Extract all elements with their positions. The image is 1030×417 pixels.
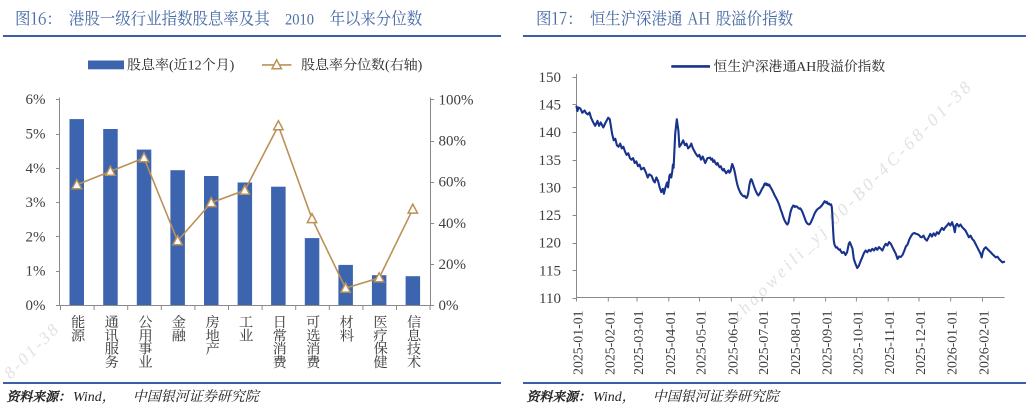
svg-text:2025-11-01: 2025-11-01 [882,310,897,374]
svg-text:2025-03-01: 2025-03-01 [631,310,646,374]
svg-text:术: 术 [407,354,421,371]
svg-text:费: 费 [306,355,320,371]
svg-text:通: 通 [104,315,119,331]
svg-text:115: 115 [539,263,561,279]
svg-text:可: 可 [306,315,320,331]
svg-text:110: 110 [539,291,561,307]
svg-text:业: 业 [138,354,152,371]
svg-text:金: 金 [172,314,186,331]
svg-text:产: 产 [205,341,219,358]
svg-text:2025-05-01: 2025-05-01 [694,310,709,374]
svg-text:130: 130 [539,180,562,196]
svg-text:0%: 0% [26,298,46,314]
svg-text:5%: 5% [26,127,46,143]
svg-text:股息率分位数(右轴): 股息率分位数(右轴) [301,58,423,74]
svg-text:6%: 6% [26,92,46,108]
svg-text:用: 用 [138,328,152,344]
svg-text:消: 消 [306,342,320,358]
svg-text:技: 技 [407,342,422,358]
svg-text:房: 房 [205,314,219,331]
svg-text:息: 息 [407,328,421,344]
svg-text:80%: 80% [439,134,467,150]
svg-text:股息率(近12个月): 股息率(近12个月) [127,58,235,74]
svg-text:2025-04-01: 2025-04-01 [663,310,678,374]
svg-text:100%: 100% [439,93,474,109]
svg-text:讯: 讯 [105,328,119,344]
svg-text:源: 源 [71,328,85,344]
svg-text:140: 140 [539,125,562,141]
svg-text:135: 135 [539,153,562,169]
svg-text:120: 120 [539,236,562,252]
svg-text:145: 145 [539,97,562,113]
svg-text:业: 业 [239,327,253,344]
svg-text:料: 料 [340,328,355,344]
svg-text:2025-01-01: 2025-01-01 [571,310,586,374]
svg-text:2026-01-01: 2026-01-01 [945,310,960,374]
svg-text:选: 选 [306,327,320,344]
svg-text:125: 125 [539,208,562,224]
svg-text:2025-02-01: 2025-02-01 [602,310,617,374]
svg-text:60%: 60% [439,175,467,191]
svg-text:3%: 3% [26,195,46,211]
svg-text:2025-07-01: 2025-07-01 [756,310,771,374]
svg-text:恒生沪深港通AH股溢价指数: 恒生沪深港通AH股溢价指数 [714,59,886,74]
svg-text:常: 常 [273,328,287,344]
svg-text:2025-08-01: 2025-08-01 [788,310,803,374]
svg-text:2026-02-01: 2026-02-01 [977,310,992,374]
svg-text:事: 事 [138,341,152,358]
svg-text:工: 工 [239,315,254,331]
svg-text:疗: 疗 [373,328,388,344]
svg-text:2%: 2% [26,229,46,245]
svg-text:2025-12-01: 2025-12-01 [913,310,928,374]
svg-text:医: 医 [373,315,387,331]
svg-text:保: 保 [373,342,387,358]
svg-text:1%: 1% [26,264,46,280]
svg-text:健: 健 [373,354,387,371]
svg-text:消: 消 [273,342,287,358]
svg-text:务: 务 [105,355,119,371]
svg-text:150: 150 [539,70,562,86]
svg-text:能: 能 [71,314,85,331]
svg-text:融: 融 [172,328,186,344]
svg-text:费: 费 [273,355,287,371]
svg-text:日: 日 [273,315,287,331]
svg-text:2025-09-01: 2025-09-01 [820,310,835,374]
svg-text:4%: 4% [26,161,46,177]
svg-text:地: 地 [205,328,219,344]
svg-text:40%: 40% [439,216,467,232]
svg-text:服: 服 [105,342,120,358]
svg-text:信: 信 [407,314,421,331]
svg-text:0%: 0% [439,298,459,314]
svg-text:2025-06-01: 2025-06-01 [725,310,740,374]
svg-text:公: 公 [138,315,152,331]
svg-text:2025-10-01: 2025-10-01 [850,310,865,374]
svg-text:材: 材 [340,314,354,331]
svg-text:20%: 20% [439,257,467,273]
